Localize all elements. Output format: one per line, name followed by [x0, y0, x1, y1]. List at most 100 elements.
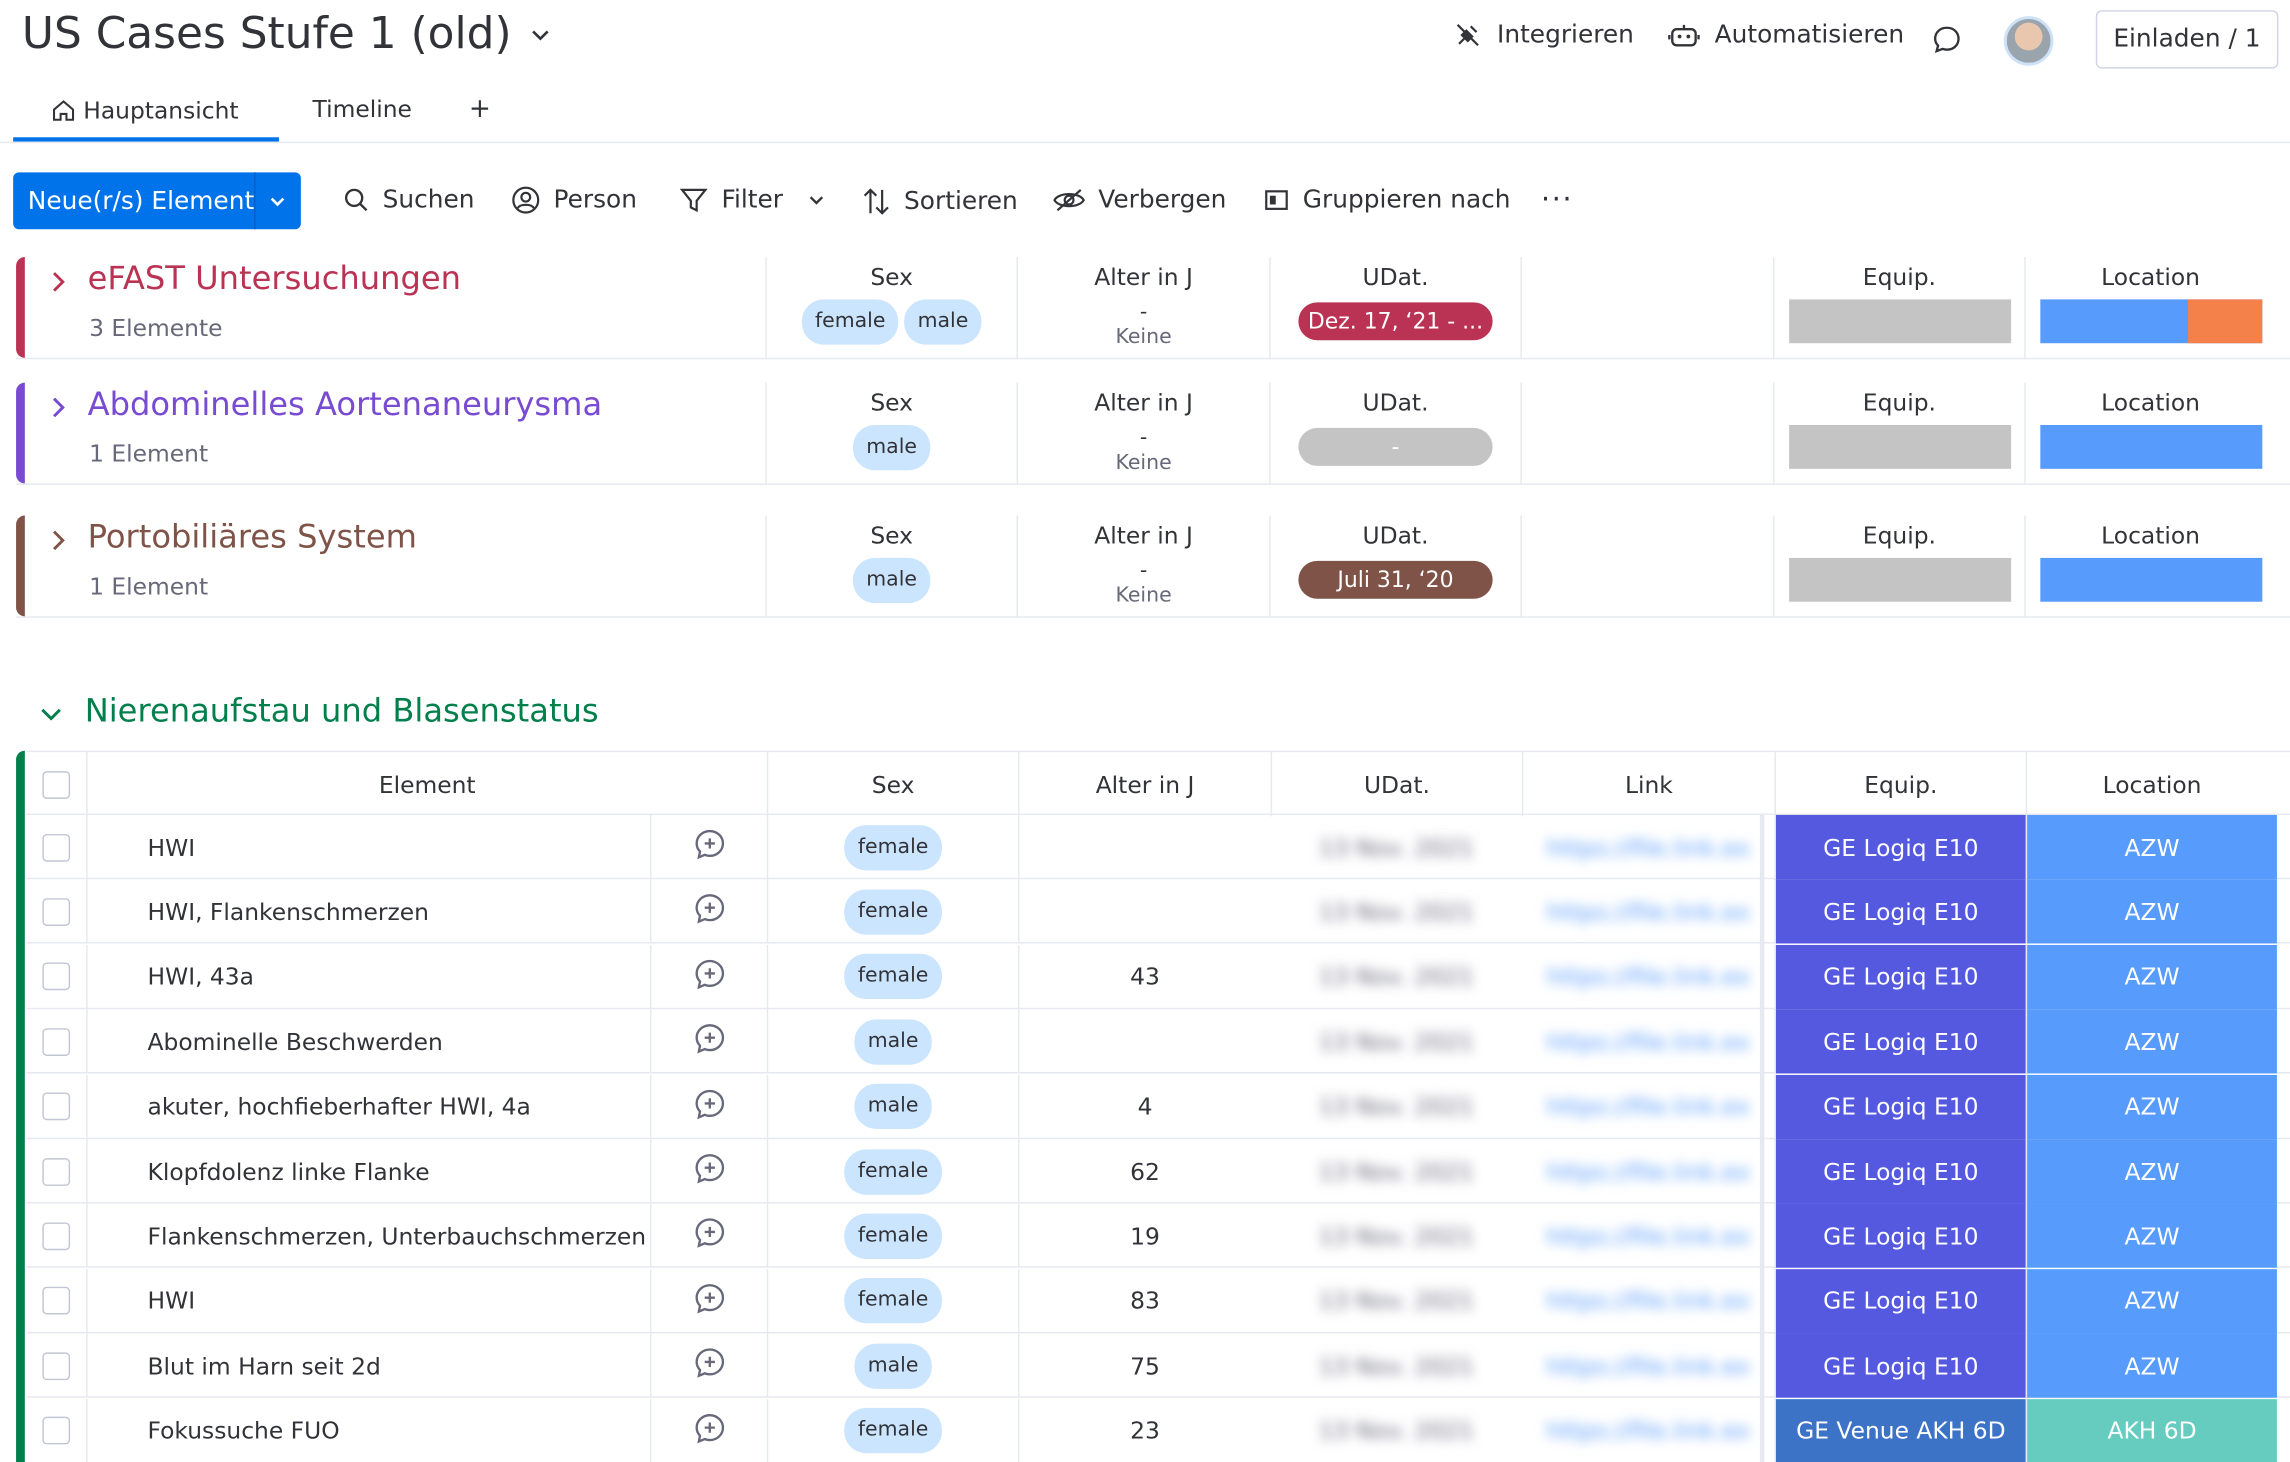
add-update-cell[interactable] — [649, 1204, 767, 1269]
location-status-cell[interactable]: AZW — [2025, 1333, 2277, 1398]
row-checkbox[interactable] — [42, 962, 71, 991]
column-header-link[interactable]: Link — [1521, 752, 1775, 817]
select-all-checkbox[interactable] — [42, 770, 71, 799]
column-header-sex[interactable]: Sex — [766, 752, 1018, 817]
row-select-cell[interactable] — [26, 1204, 86, 1268]
element-name[interactable]: HWI — [147, 1287, 196, 1315]
column-header-equip[interactable]: Equip. — [1774, 752, 2026, 817]
link-value[interactable]: https://file.link.ex — [1546, 898, 1750, 926]
location-status-cell[interactable]: AZW — [2025, 1139, 2277, 1204]
location-status-cell[interactable]: AZW — [2025, 1074, 2277, 1139]
collapsed-group[interactable]: eFAST Untersuchungen 3 Elemente Sex female m… — [16, 257, 2290, 360]
group-by-button[interactable]: Gruppieren nach — [1263, 185, 1511, 215]
add-view-button[interactable]: + — [469, 93, 491, 124]
equip-status-cell[interactable]: GE Logiq E10 — [1774, 1139, 2026, 1204]
add-update-cell[interactable] — [649, 1009, 767, 1074]
row-select-cell[interactable] — [26, 1269, 86, 1333]
column-header-equip[interactable]: Equip. — [1862, 388, 1936, 417]
element-name-cell[interactable]: akuter, hochfieberhafter HWI, 4a — [86, 1074, 650, 1139]
location-status-cell[interactable]: AZW — [2025, 944, 2277, 1009]
element-name[interactable]: Flankenschmerzen, Unterbauchschmerzen — [147, 1222, 647, 1251]
sex-cell[interactable]: female — [766, 1268, 1018, 1334]
link-value[interactable]: https://file.link.ex — [1546, 1287, 1750, 1315]
add-update-icon[interactable] — [692, 1345, 727, 1386]
column-header-location[interactable]: Location — [2101, 262, 2200, 291]
person-filter-button[interactable]: Person — [511, 185, 637, 215]
add-update-icon[interactable] — [692, 1281, 727, 1322]
column-header-age[interactable]: Alter in J — [1094, 388, 1193, 417]
row-select-cell[interactable] — [26, 880, 86, 944]
date-cell[interactable]: 13 Nov. 2021 — [1271, 1074, 1522, 1138]
link-cell[interactable]: https://file.link.ex — [1522, 1009, 1775, 1073]
link-value[interactable]: https://file.link.ex — [1546, 1027, 1750, 1056]
add-update-icon[interactable] — [692, 1216, 727, 1257]
age-cell[interactable] — [1017, 879, 1271, 945]
date-cell[interactable]: 13 Nov. 2021 — [1271, 815, 1522, 879]
column-header-date[interactable]: UDat. — [1362, 262, 1429, 291]
search-button[interactable]: Suchen — [343, 185, 475, 215]
date-cell[interactable]: 13 Nov. 2021 — [1271, 1139, 1522, 1203]
age-cell[interactable]: 23 — [1017, 1398, 1271, 1462]
table-row[interactable]: akuter, hochfieberhafter HWI, 4a male 4 13 … — [26, 1074, 2290, 1139]
add-update-icon[interactable] — [692, 956, 727, 997]
add-update-cell[interactable] — [649, 1398, 767, 1462]
equip-status-cell[interactable]: GE Logiq E10 — [1774, 1074, 2026, 1139]
age-cell[interactable]: 43 — [1017, 944, 1271, 1009]
link-value[interactable]: https://file.link.ex — [1546, 1416, 1750, 1445]
chevron-right-icon[interactable] — [48, 394, 68, 426]
column-header-age[interactable]: Alter in J — [1094, 521, 1193, 550]
link-cell[interactable]: https://file.link.ex — [1522, 1334, 1775, 1398]
automate-button[interactable]: Automatisieren — [1668, 20, 1904, 50]
date-cell[interactable]: 13 Nov. 2021 — [1271, 1204, 1522, 1268]
row-checkbox[interactable] — [42, 1027, 71, 1056]
add-update-cell[interactable] — [649, 1074, 767, 1139]
element-name-cell[interactable]: HWI, Flankenschmerzen — [86, 879, 650, 945]
row-select-cell[interactable] — [26, 1139, 86, 1203]
link-cell[interactable]: https://file.link.ex — [1522, 1139, 1775, 1203]
column-header-date[interactable]: UDat. — [1362, 521, 1429, 550]
add-update-cell[interactable] — [649, 1139, 767, 1204]
equip-status-cell[interactable]: GE Venue AKH 6D — [1774, 1398, 2026, 1462]
link-cell[interactable]: https://file.link.ex — [1522, 1399, 1775, 1462]
link-value[interactable]: https://file.link.ex — [1546, 1157, 1750, 1186]
row-select-cell[interactable] — [26, 1009, 86, 1073]
column-header-date[interactable]: UDat. — [1362, 388, 1429, 417]
group-title[interactable]: Abdominelles Aortenaneurysma — [87, 387, 603, 424]
link-value[interactable]: https://file.link.ex — [1546, 1351, 1750, 1380]
add-update-cell[interactable] — [649, 944, 767, 1009]
board-title[interactable]: US Cases Stufe 1 (old) — [22, 9, 553, 60]
sex-cell[interactable]: female — [766, 1139, 1018, 1204]
chevron-right-icon[interactable] — [48, 269, 68, 301]
date-cell[interactable]: 13 Nov. 2021 — [1271, 1334, 1522, 1398]
column-header-location[interactable]: Location — [2025, 752, 2277, 817]
add-update-icon[interactable] — [692, 827, 727, 868]
table-row[interactable]: Fokussuche FUO female 23 13 Nov. 2021 https:… — [26, 1398, 2290, 1462]
select-all-cell[interactable] — [26, 752, 86, 816]
age-cell[interactable]: 75 — [1017, 1333, 1271, 1398]
sort-button[interactable]: Sortieren — [862, 185, 1018, 217]
add-update-icon[interactable] — [692, 891, 727, 932]
link-cell[interactable]: https://file.link.ex — [1522, 945, 1775, 1009]
table-row[interactable]: Klopfdolenz linke Flanke female 62 13 Nov. … — [26, 1139, 2290, 1204]
link-cell[interactable]: https://file.link.ex — [1522, 880, 1775, 944]
link-cell[interactable]: https://file.link.ex — [1522, 1269, 1775, 1333]
add-update-icon[interactable] — [692, 1410, 727, 1451]
sex-cell[interactable]: female — [766, 1398, 1018, 1462]
sex-cell[interactable]: male — [766, 1009, 1018, 1074]
table-row[interactable]: HWI female 13 Nov. 2021 https://file.link.e… — [26, 814, 2290, 880]
new-item-button[interactable]: Neue(r/s) Element — [13, 172, 301, 230]
board-title-text[interactable]: US Cases Stufe 1 (old) — [21, 8, 512, 60]
sex-cell[interactable]: female — [766, 814, 1018, 880]
equip-status-cell[interactable]: GE Logiq E10 — [1774, 1333, 2026, 1398]
sex-cell[interactable]: female — [766, 1204, 1018, 1269]
column-header-location[interactable]: Location — [2101, 388, 2200, 417]
column-header-equip[interactable]: Equip. — [1862, 262, 1936, 291]
sex-cell[interactable]: male — [766, 1074, 1018, 1139]
group-title[interactable]: eFAST Untersuchungen — [87, 261, 462, 298]
avatar[interactable] — [2003, 16, 2054, 66]
add-update-icon[interactable] — [692, 1151, 727, 1192]
equip-status-cell[interactable]: GE Logiq E10 — [1774, 814, 2026, 880]
column-header-sex[interactable]: Sex — [870, 388, 913, 417]
link-cell[interactable]: https://file.link.ex — [1522, 1074, 1775, 1138]
age-cell[interactable] — [1017, 1009, 1271, 1074]
